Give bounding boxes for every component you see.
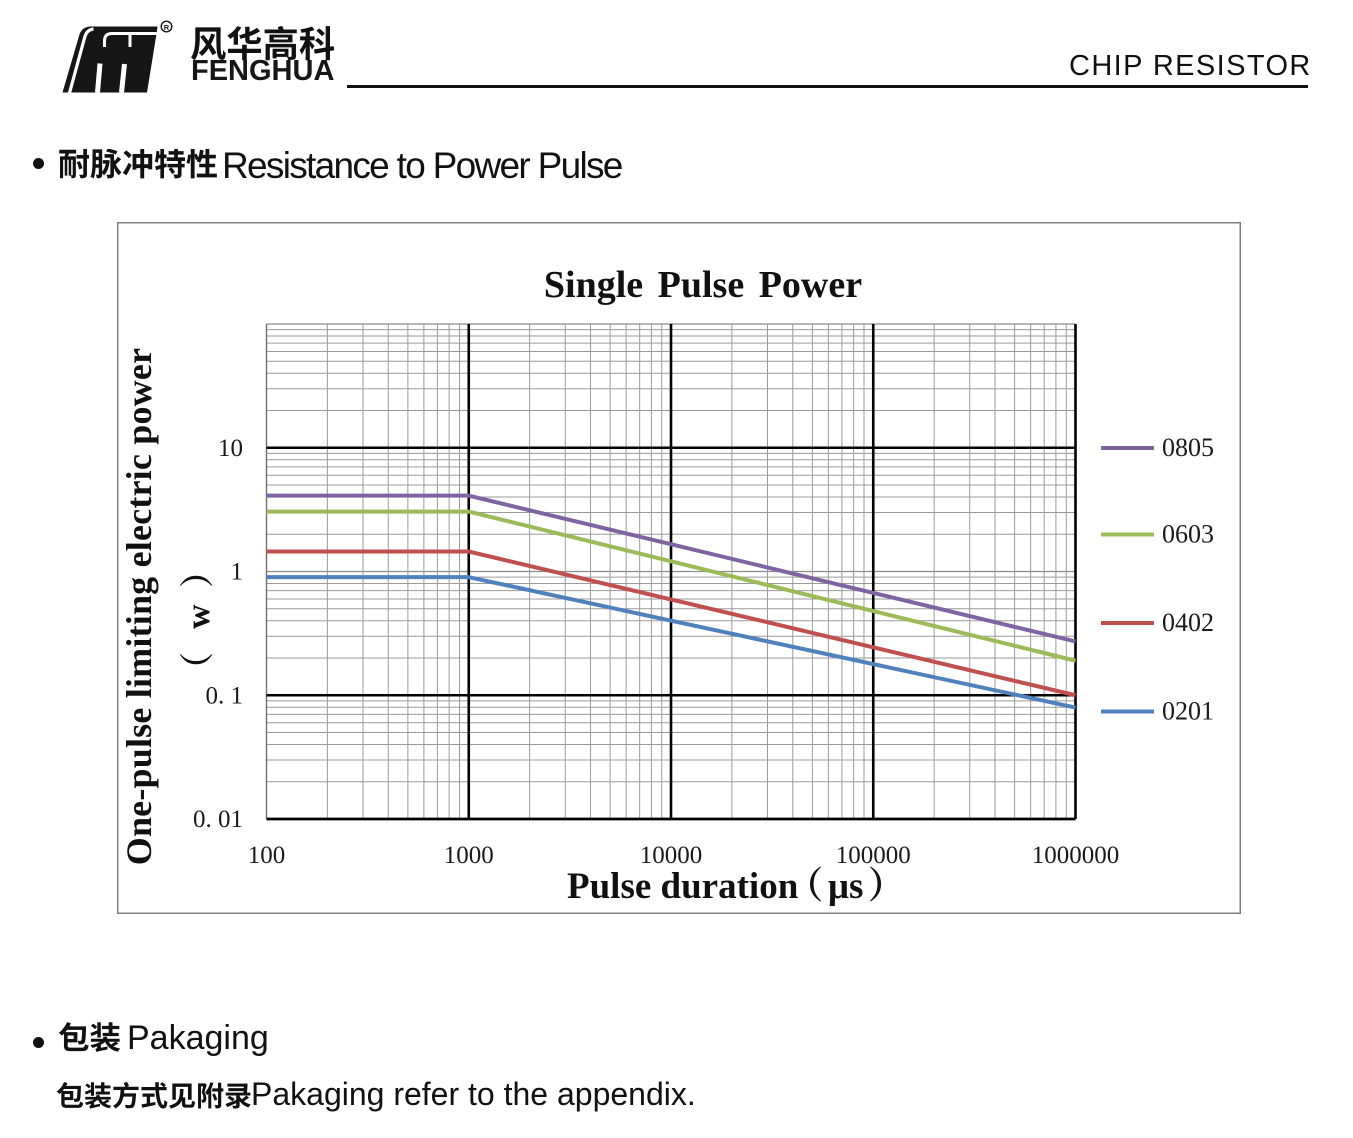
- svg-text:w: w: [180, 604, 217, 629]
- svg-text:10: 10: [218, 435, 243, 462]
- svg-text:Pulse duration: Pulse duration: [567, 866, 799, 907]
- svg-text:0805: 0805: [1162, 433, 1214, 462]
- svg-text:0201: 0201: [1162, 697, 1214, 726]
- svg-text:One-pulse limiting electric po: One-pulse limiting electric power: [119, 348, 159, 866]
- svg-text:100000: 100000: [836, 842, 911, 869]
- svg-text:100: 100: [248, 842, 286, 869]
- svg-text:0. 01: 0. 01: [193, 806, 243, 833]
- svg-text:1000000: 1000000: [1032, 842, 1120, 869]
- svg-text:μs: μs: [828, 866, 863, 907]
- svg-text:10000: 10000: [640, 842, 703, 869]
- svg-text:1: 1: [231, 559, 244, 586]
- svg-text:R: R: [164, 23, 170, 32]
- svg-text:1000: 1000: [444, 842, 494, 869]
- svg-text:0402: 0402: [1162, 608, 1214, 637]
- svg-text:Single Pulse Power: Single Pulse Power: [544, 264, 862, 306]
- svg-text:0603: 0603: [1162, 520, 1214, 549]
- svg-text:0. 1: 0. 1: [206, 682, 244, 709]
